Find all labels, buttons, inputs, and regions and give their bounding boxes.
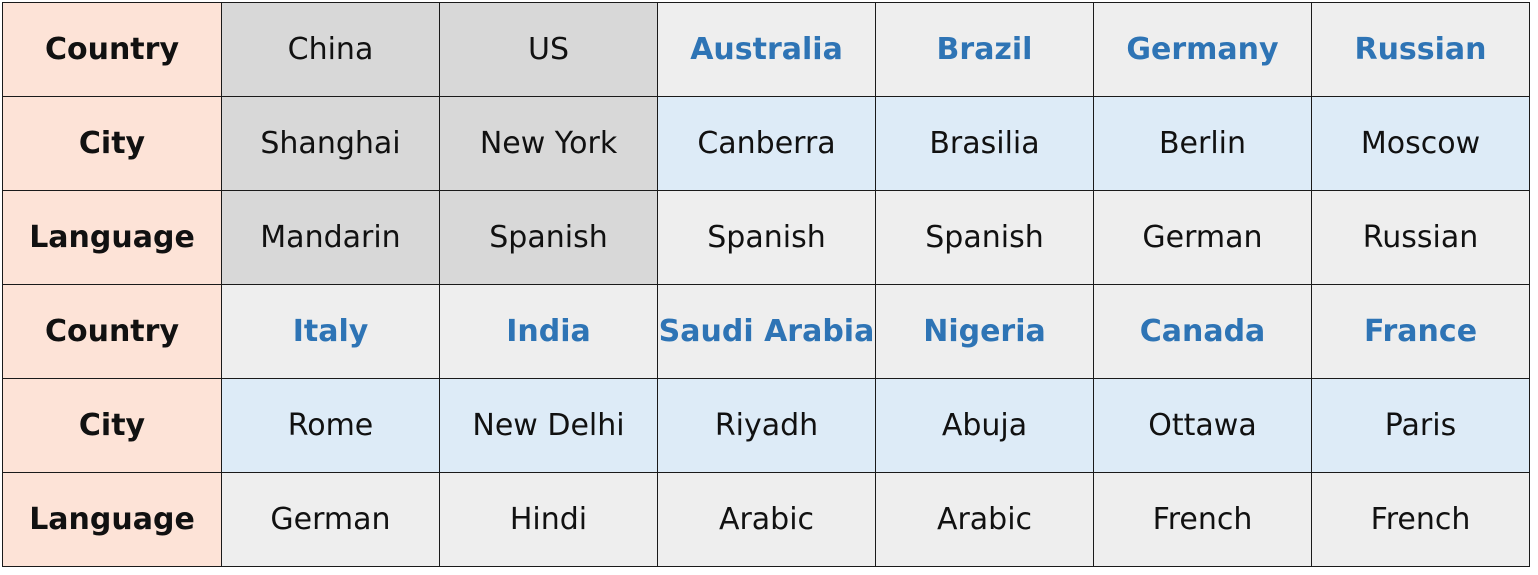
table-cell: US xyxy=(439,2,658,97)
table-cell: Italy xyxy=(221,284,440,379)
table-cell: Canberra xyxy=(657,96,876,191)
table-cell: Australia xyxy=(657,2,876,97)
table-row: Country China US Australia Brazil German… xyxy=(2,2,1530,97)
table-cell: Germany xyxy=(1093,2,1312,97)
table-cell: Spanish xyxy=(657,190,876,285)
table-cell: Arabic xyxy=(657,472,876,567)
row-label-country: Country xyxy=(2,284,222,379)
table-cell: Russian xyxy=(1311,190,1530,285)
table-cell: Canada xyxy=(1093,284,1312,379)
table-row: Language German Hindi Arabic Arabic Fren… xyxy=(2,472,1530,567)
table-cell: Arabic xyxy=(875,472,1094,567)
table-row: City Shanghai New York Canberra Brasilia… xyxy=(2,96,1530,191)
row-label-language: Language xyxy=(2,190,222,285)
row-label-language: Language xyxy=(2,472,222,567)
table-cell: Paris xyxy=(1311,378,1530,473)
table-cell: Berlin xyxy=(1093,96,1312,191)
table-cell: Saudi Arabia xyxy=(657,284,876,379)
table-cell: India xyxy=(439,284,658,379)
table-cell: Russian xyxy=(1311,2,1530,97)
table-row: Country Italy India Saudi Arabia Nigeria… xyxy=(2,284,1530,379)
table-cell: French xyxy=(1311,472,1530,567)
table-body: Country China US Australia Brazil German… xyxy=(2,2,1530,567)
table-row: City Rome New Delhi Riyadh Abuja Ottawa … xyxy=(2,378,1530,473)
table-cell: Brazil xyxy=(875,2,1094,97)
row-label-city: City xyxy=(2,96,222,191)
row-label-country: Country xyxy=(2,2,222,97)
table-row: Language Mandarin Spanish Spanish Spanis… xyxy=(2,190,1530,285)
table-cell: France xyxy=(1311,284,1530,379)
table-cell: Riyadh xyxy=(657,378,876,473)
table-cell: Spanish xyxy=(439,190,658,285)
table-cell: Rome xyxy=(221,378,440,473)
row-label-city: City xyxy=(2,378,222,473)
table-cell: Mandarin xyxy=(221,190,440,285)
table-cell: Moscow xyxy=(1311,96,1530,191)
country-city-language-table: Country China US Australia Brazil German… xyxy=(2,2,1530,567)
table-cell: Abuja xyxy=(875,378,1094,473)
table-cell: Hindi xyxy=(439,472,658,567)
table-cell: Brasilia xyxy=(875,96,1094,191)
table-cell: Nigeria xyxy=(875,284,1094,379)
table-cell: French xyxy=(1093,472,1312,567)
table-cell: New York xyxy=(439,96,658,191)
table-cell: China xyxy=(221,2,440,97)
table-cell: German xyxy=(221,472,440,567)
table-cell: Shanghai xyxy=(221,96,440,191)
table-cell: Ottawa xyxy=(1093,378,1312,473)
table-cell: Spanish xyxy=(875,190,1094,285)
table-cell: New Delhi xyxy=(439,378,658,473)
table-cell: German xyxy=(1093,190,1312,285)
